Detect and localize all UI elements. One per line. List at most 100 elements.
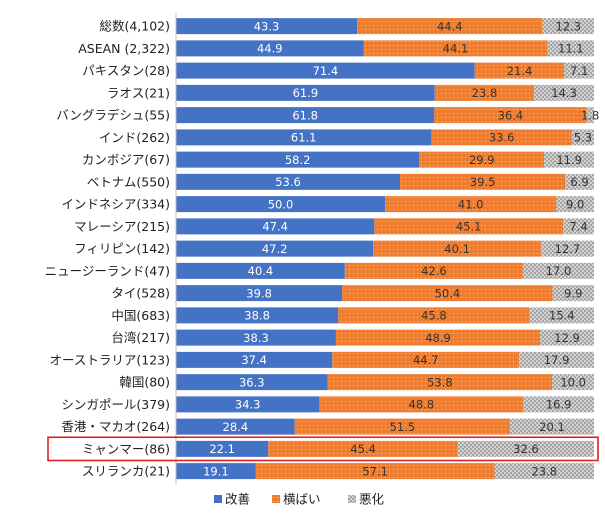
data-label-横ばい: 45.4 (350, 442, 376, 456)
category-label: オーストラリア(123) (50, 352, 171, 367)
bar-横ばい (255, 463, 495, 480)
data-label-悪化: 17.0 (546, 264, 572, 278)
bar-横ばい (335, 329, 541, 346)
bar-改善 (176, 62, 475, 79)
bar-悪化 (565, 173, 594, 190)
data-label-改善: 22.1 (209, 442, 235, 456)
data-label-横ばい: 44.1 (443, 42, 469, 56)
bar-改善 (176, 463, 256, 480)
bar-改善 (176, 151, 420, 168)
data-label-悪化: 14.3 (551, 86, 577, 100)
data-label-横ばい: 36.4 (498, 108, 524, 122)
data-label-横ばい: 48.8 (409, 398, 435, 412)
bar-改善 (176, 262, 345, 279)
data-label-悪化: 20.1 (539, 420, 565, 434)
bar-改善 (176, 285, 343, 302)
data-label-改善: 47.2 (262, 242, 288, 256)
category-label: ベトナム(550) (87, 174, 170, 189)
bar-改善 (176, 173, 401, 190)
category-label: ASEAN (2,322) (78, 41, 170, 56)
data-label-横ばい: 50.4 (435, 286, 461, 300)
bar-改善 (176, 84, 435, 101)
bar-横ばい (294, 418, 510, 435)
bar-改善 (176, 40, 364, 57)
bar-横ばい (419, 151, 545, 168)
data-label-悪化: 7.4 (569, 220, 587, 234)
data-label-悪化: 12.9 (554, 331, 580, 345)
category-label: マレーシア(215) (74, 219, 170, 234)
data-label-悪化: 12.7 (555, 242, 581, 256)
bar-悪化 (522, 262, 594, 279)
category-label: パキスタン(28) (82, 63, 170, 78)
bar-改善 (176, 18, 357, 35)
data-label-改善: 34.3 (235, 398, 261, 412)
bar-悪化 (529, 307, 594, 324)
data-label-横ばい: 53.8 (427, 375, 453, 389)
data-label-改善: 36.3 (239, 375, 265, 389)
data-label-悪化: 11.1 (558, 42, 584, 56)
highlight-group (47, 436, 599, 462)
bar-横ばい (327, 374, 553, 391)
data-label-横ばい: 51.5 (390, 420, 416, 434)
legend-swatch-改善 (214, 495, 222, 503)
category-label: インド(262) (99, 130, 170, 145)
category-label: 台湾(217) (111, 330, 170, 345)
legend-label-改善: 改善 (225, 492, 250, 507)
data-label-悪化: 9.9 (564, 286, 582, 300)
category-label: ラオス(21) (107, 85, 170, 100)
legend-swatch-横ばい (272, 495, 280, 503)
data-label-改善: 44.9 (257, 42, 283, 56)
data-label-横ばい: 29.9 (469, 153, 495, 167)
bar-改善 (176, 196, 385, 213)
legend-label-横ばい: 横ばい (283, 492, 321, 507)
data-label-改善: 37.4 (241, 353, 267, 367)
bar-横ばい (434, 84, 535, 101)
bar-横ばい (374, 218, 564, 235)
data-label-改善: 39.8 (246, 286, 272, 300)
bar-改善 (176, 329, 336, 346)
highlight-box (47, 436, 599, 462)
bar-横ばい (356, 18, 543, 35)
data-label-横ばい: 21.4 (507, 64, 533, 78)
data-label-悪化: 32.6 (513, 442, 539, 456)
data-label-横ばい: 33.6 (489, 131, 515, 145)
data-label-横ばい: 45.8 (421, 309, 447, 323)
data-label-改善: 43.3 (254, 19, 280, 33)
data-label-改善: 61.1 (291, 131, 317, 145)
data-label-改善: 38.3 (243, 331, 269, 345)
category-label: スリランカ(21) (82, 464, 170, 479)
category-label: ニュージーランド(47) (45, 263, 170, 278)
category-label: タイ(528) (111, 286, 170, 301)
data-label-横ばい: 44.4 (437, 19, 463, 33)
bars-group: 43.3 44.4 12.3 44.9 44.1 11.1 71.4 21.4 7.1 61.9 2… (176, 18, 599, 480)
bar-悪化 (509, 418, 594, 435)
bar-横ばい (363, 40, 548, 57)
bar-改善 (176, 418, 295, 435)
category-label: バングラデシュ(55) (56, 108, 170, 123)
data-label-悪化: 6.9 (570, 175, 588, 189)
bar-改善 (176, 440, 269, 457)
bar-悪化 (564, 62, 594, 79)
bar-悪化 (540, 240, 594, 257)
bar-横ばい (342, 285, 553, 302)
bar-悪化 (540, 329, 594, 346)
bar-横ばい (431, 129, 572, 146)
category-label: 中国(683) (111, 308, 170, 323)
data-label-悪化: 10.0 (560, 375, 586, 389)
data-label-改善: 61.9 (293, 86, 319, 100)
bar-改善 (176, 240, 374, 257)
bar-悪化 (556, 196, 594, 213)
data-label-悪化: 15.4 (549, 309, 575, 323)
data-label-横ばい: 48.9 (425, 331, 451, 345)
bar-横ばい (434, 107, 587, 124)
bar-横ばい (385, 196, 557, 213)
data-label-悪化: 9.0 (566, 197, 584, 211)
bar-横ばい (344, 262, 523, 279)
bar-悪化 (542, 18, 594, 35)
bar-悪化 (534, 84, 594, 101)
legend-label-悪化: 悪化 (359, 492, 385, 507)
data-label-横ばい: 40.1 (444, 242, 470, 256)
category-label: インドネシア(334) (61, 197, 170, 212)
data-label-悪化: 5.3 (574, 131, 592, 145)
